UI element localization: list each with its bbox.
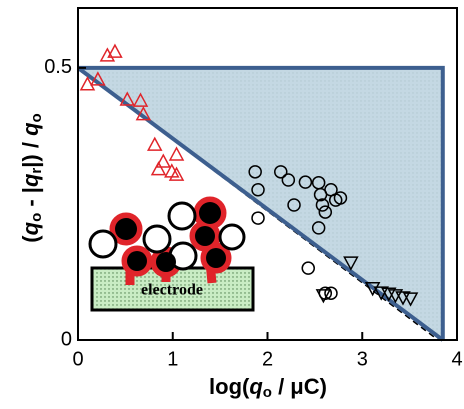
point <box>79 76 96 91</box>
region-texture <box>78 67 443 341</box>
inset-illustration: electrode <box>88 196 255 312</box>
y-tick-label: 0.5 <box>44 56 72 78</box>
x-tick-label: 3 <box>357 348 368 370</box>
point <box>301 261 315 275</box>
coated-particles <box>115 202 226 272</box>
point <box>251 183 265 197</box>
point <box>119 91 136 106</box>
point <box>99 47 116 62</box>
point <box>281 173 296 187</box>
open-particles <box>88 201 246 271</box>
point <box>132 92 149 107</box>
point <box>315 289 332 304</box>
x-axis-label: log(qo / μC) <box>209 374 327 401</box>
point <box>107 43 123 58</box>
point <box>318 205 333 219</box>
point <box>248 165 262 179</box>
point <box>274 165 288 179</box>
x-tick-label: 0 <box>72 348 83 370</box>
point <box>168 166 185 181</box>
point <box>150 161 167 176</box>
point <box>333 191 348 205</box>
y-axis-label: (qo - |qr|) / qo <box>18 113 45 242</box>
x-tick-label: 4 <box>451 348 462 370</box>
electrode-label: electrode <box>141 282 203 299</box>
point <box>90 71 106 86</box>
diagonal-line <box>76 66 444 342</box>
point <box>315 198 330 212</box>
point <box>251 211 265 225</box>
y-tick-label: 0 <box>61 328 72 350</box>
point <box>146 136 163 151</box>
point <box>168 146 185 161</box>
point <box>324 286 338 300</box>
region-boundary <box>78 65 445 340</box>
point <box>287 198 301 212</box>
x-tick-label: 2 <box>262 348 273 370</box>
point <box>155 153 172 168</box>
point <box>298 175 313 189</box>
point <box>135 106 152 121</box>
point <box>402 292 419 307</box>
point <box>343 256 359 271</box>
point <box>311 221 326 235</box>
x-tick-label: 1 <box>167 348 178 370</box>
